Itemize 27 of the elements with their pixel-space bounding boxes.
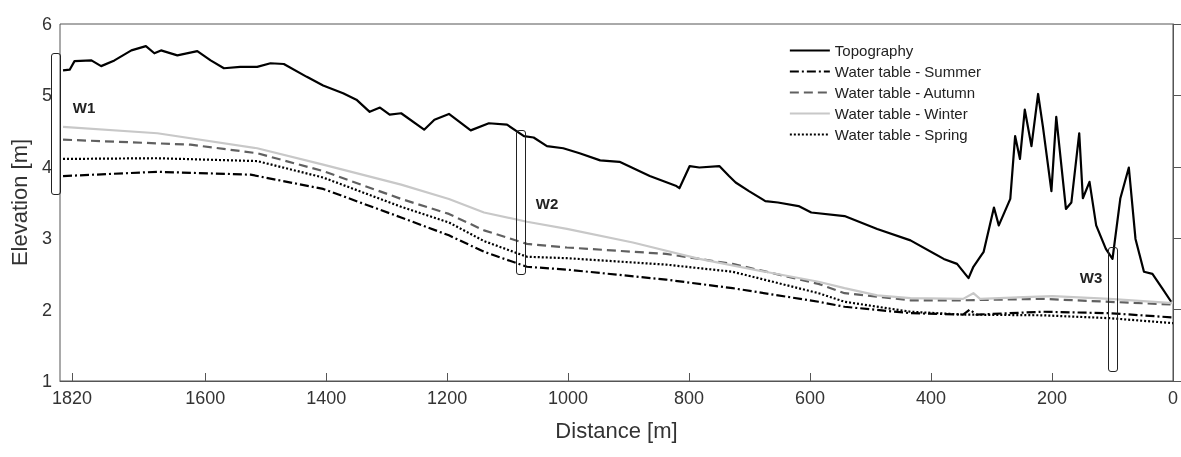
x-axis-title: Distance [m] — [555, 417, 678, 443]
annotation: W2 — [535, 194, 559, 212]
legend-label: Water table - Summer — [834, 63, 982, 80]
x-tick-label: 0 — [1167, 388, 1178, 408]
x-tick-label: 1400 — [306, 388, 347, 408]
y-tick-label: 6 — [41, 14, 52, 34]
y-axis-title: Elevation [m] — [6, 138, 32, 267]
line-series — [61, 45, 1173, 303]
y-tick-label: 3 — [41, 228, 52, 249]
annotation: W1 — [72, 98, 96, 116]
x-tick-label: 400 — [916, 388, 947, 408]
legend-label: Topography — [834, 42, 914, 59]
legend-label: Water table - Spring — [834, 126, 968, 143]
x-tick-label: 1600 — [185, 388, 226, 408]
y-tick-label: 4 — [41, 156, 52, 177]
y-tick-label: 2 — [41, 299, 52, 320]
x-tick-label: 200 — [1036, 388, 1068, 408]
y-tick-label: 5 — [41, 85, 52, 106]
legend-label: Water table - Winter — [834, 105, 968, 122]
x-tick-label: 1820 — [52, 388, 93, 408]
y-tick-label: 1 — [41, 371, 52, 391]
annotation: W3 — [1079, 268, 1103, 286]
x-tick-label: 600 — [795, 388, 826, 408]
x-tick-label: 1000 — [548, 388, 589, 408]
legend-label: Water table - Autumn — [834, 84, 976, 101]
x-tick-label: 1200 — [427, 388, 468, 408]
x-tick-label: 800 — [674, 388, 705, 408]
